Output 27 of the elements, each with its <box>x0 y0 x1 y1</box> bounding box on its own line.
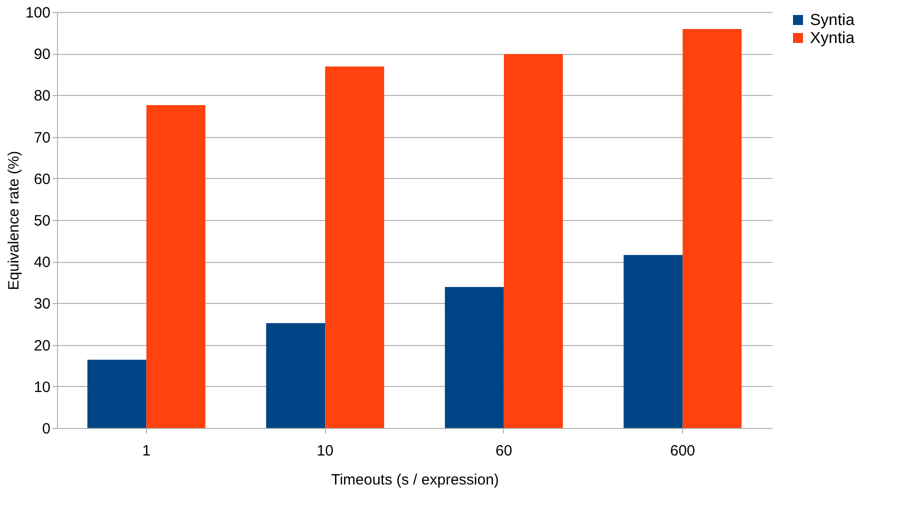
y-tick-label: 90 <box>34 46 50 64</box>
bar <box>87 360 146 428</box>
y-tick-label: 80 <box>34 88 50 105</box>
y-tick-label: 50 <box>34 212 50 230</box>
y-axis-title: Equivalence rate (%) <box>5 150 22 290</box>
y-tick-label: 30 <box>34 296 50 313</box>
bar <box>624 254 683 428</box>
x-tick-label: 60 <box>496 442 512 460</box>
x-tick-label: 1 <box>142 442 151 460</box>
legend-label: Xyntia <box>810 30 855 47</box>
y-tick-label: 70 <box>34 129 50 146</box>
bar <box>325 66 384 428</box>
x-axis-title: Timeouts (s / expression) <box>331 472 499 488</box>
bar <box>266 323 326 428</box>
x-tick-label: 10 <box>316 442 334 460</box>
y-tick-label: 100 <box>25 4 50 22</box>
bar <box>504 54 563 428</box>
y-tick-label: 0 <box>42 420 50 438</box>
bar <box>682 29 742 428</box>
bar <box>444 286 504 428</box>
bar <box>146 105 206 428</box>
x-tick-label: 600 <box>670 442 696 460</box>
y-tick-label: 40 <box>34 254 50 272</box>
y-tick-label: 60 <box>34 170 50 188</box>
y-tick-label: 20 <box>34 337 50 354</box>
y-tick-label: 10 <box>34 378 50 396</box>
legend-label: Syntia <box>810 12 855 29</box>
